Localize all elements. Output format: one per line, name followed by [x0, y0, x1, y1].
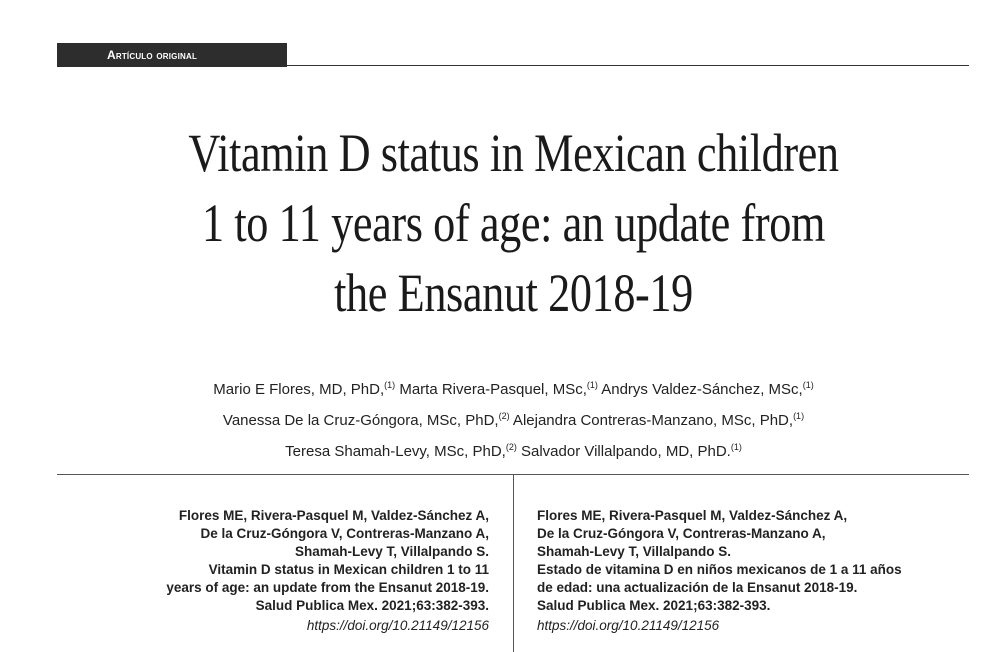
citation-line: years of age: an update from the Ensanut… [166, 580, 489, 595]
author: Alejandra Contreras-Manzano, MSc, PhD, [509, 412, 794, 429]
title-line: 1 to 11 years of age: an update from [202, 193, 825, 253]
citation-line: Shamah-Levy T, Villalpando S. [537, 544, 732, 559]
author-line: Teresa Shamah-Levy, MSc, PhD,(2) Salvado… [60, 434, 967, 465]
citation-line: Vitamin D status in Mexican children 1 t… [208, 562, 489, 577]
affiliation-mark: (1) [730, 442, 742, 452]
author: Andrys Valdez-Sánchez, MSc, [597, 381, 803, 398]
citation-line: Flores ME, Rivera-Pasquel M, Valdez-Sánc… [178, 508, 489, 523]
affiliation-mark: (1) [802, 380, 814, 390]
citation-line: Estado de vitamina D en niños mexicanos … [537, 562, 902, 577]
doi-link[interactable]: https://doi.org/10.21149/12156 [306, 618, 489, 633]
author-line: Vanessa De la Cruz-Góngora, MSc, PhD,(2)… [60, 403, 967, 434]
author: Marta Rivera-Pasquel, MSc, [395, 381, 587, 398]
author-list: Mario E Flores, MD, PhD,(1) Marta Rivera… [60, 372, 967, 465]
citation-line: Flores ME, Rivera-Pasquel M, Valdez-Sánc… [537, 508, 848, 523]
affiliation-mark: (2) [498, 411, 510, 421]
citation-line: de edad: una actualización de la Ensanut… [537, 580, 858, 595]
header-rule [287, 65, 969, 66]
author-line: Mario E Flores, MD, PhD,(1) Marta Rivera… [60, 372, 967, 403]
author: Mario E Flores, MD, PhD, [213, 381, 385, 398]
citation-line: De la Cruz-Góngora V, Contreras-Manzano … [200, 526, 489, 541]
affiliation-mark: (1) [384, 380, 396, 390]
affiliation-mark: (1) [586, 380, 598, 390]
citation-divider [513, 474, 514, 652]
doi-link[interactable]: https://doi.org/10.21149/12156 [537, 618, 720, 633]
citation-line: Shamah-Levy T, Villalpando S. [294, 544, 489, 559]
citation-line: Salud Publica Mex. 2021;63:382-393. [255, 598, 489, 613]
affiliation-mark: (1) [793, 411, 805, 421]
author: Vanessa De la Cruz-Góngora, MSc, PhD, [222, 412, 499, 429]
citation-line: De la Cruz-Góngora V, Contreras-Manzano … [537, 526, 826, 541]
author: Teresa Shamah-Levy, MSc, PhD, [285, 443, 506, 460]
author: Salvador Villalpando, MD, PhD. [516, 443, 731, 460]
citation-line: Salud Publica Mex. 2021;63:382-393. [537, 598, 771, 613]
affiliation-mark: (2) [505, 442, 517, 452]
title-line: the Ensanut 2018-19 [334, 263, 693, 323]
title-line: Vitamin D status in Mexican children [188, 123, 839, 183]
section-label: Artículo original [57, 43, 287, 67]
citation-spanish: Flores ME, Rivera-Pasquel M, Valdez-Sánc… [537, 507, 957, 635]
article-title: Vitamin D status in Mexican children 1 t… [142, 118, 886, 328]
citation-english: Flores ME, Rivera-Pasquel M, Valdez-Sánc… [100, 507, 489, 635]
